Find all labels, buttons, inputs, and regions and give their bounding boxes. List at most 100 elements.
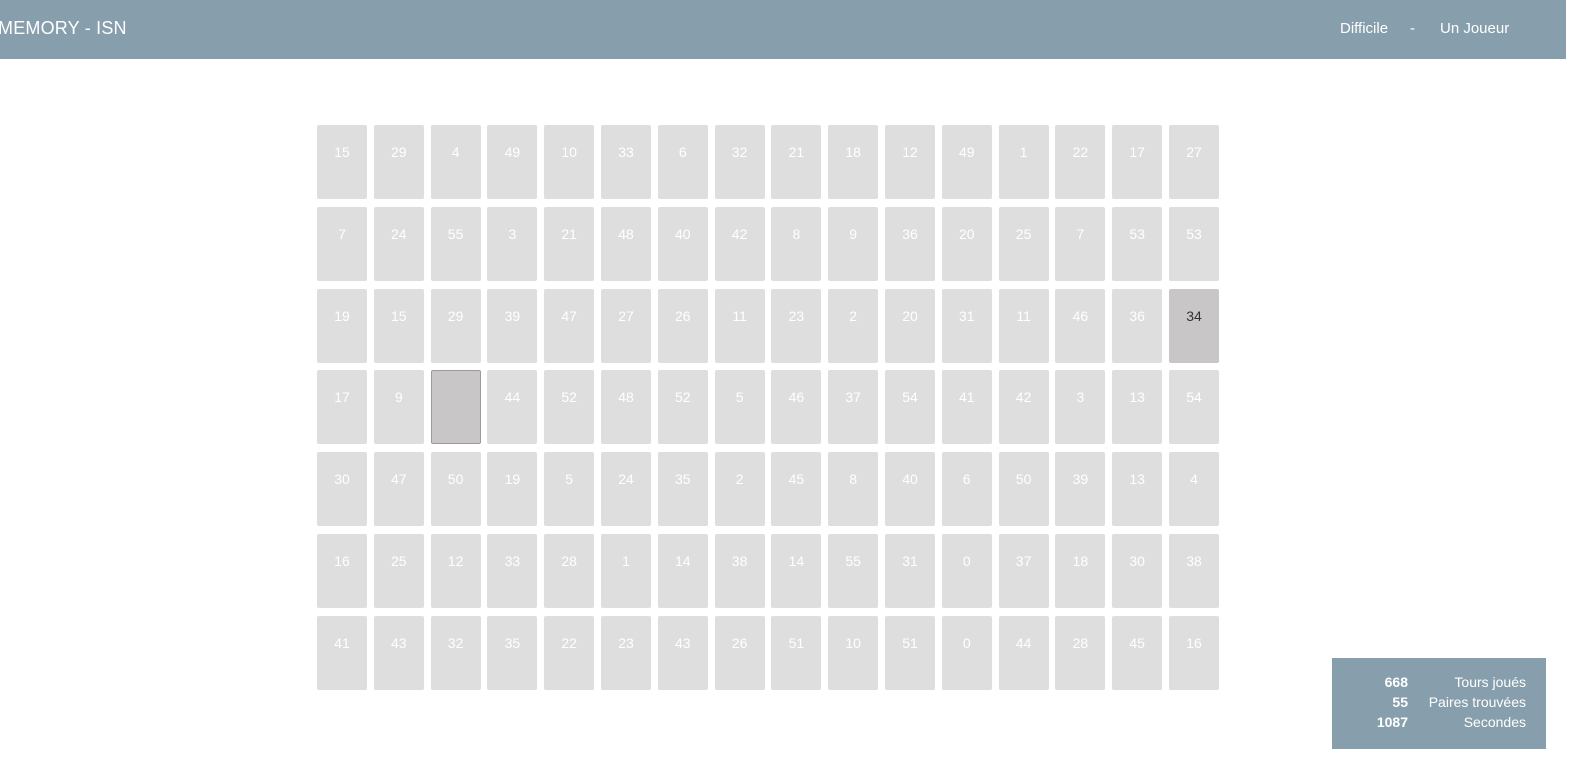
memory-card[interactable]: 16	[317, 534, 367, 608]
memory-card[interactable]	[430, 370, 481, 445]
memory-card[interactable]: 3	[487, 206, 538, 281]
memory-card[interactable]: 22	[1055, 125, 1106, 199]
memory-card[interactable]: 1	[998, 125, 1049, 199]
memory-card[interactable]: 6	[657, 125, 708, 199]
memory-card[interactable]: 46	[771, 370, 822, 445]
memory-card[interactable]: 54	[1169, 370, 1219, 445]
memory-card[interactable]: 21	[544, 206, 595, 281]
memory-card[interactable]: 28	[1055, 615, 1106, 690]
memory-card[interactable]: 24	[373, 206, 424, 281]
memory-card[interactable]: 50	[430, 452, 481, 527]
memory-card[interactable]: 42	[714, 206, 765, 281]
memory-card[interactable]: 23	[601, 615, 651, 690]
memory-card[interactable]: 48	[601, 206, 651, 281]
memory-card[interactable]: 13	[1112, 452, 1163, 527]
memory-card[interactable]: 26	[657, 288, 708, 363]
memory-card[interactable]: 29	[373, 125, 424, 199]
memory-card[interactable]: 43	[657, 615, 708, 690]
memory-card[interactable]: 25	[998, 206, 1049, 281]
memory-card[interactable]: 12	[430, 534, 481, 608]
memory-card[interactable]: 43	[373, 615, 424, 690]
memory-card[interactable]: 17	[317, 370, 367, 445]
memory-card[interactable]: 45	[771, 452, 822, 527]
memory-card[interactable]: 49	[487, 125, 538, 199]
memory-card[interactable]: 8	[828, 452, 879, 527]
memory-card[interactable]: 11	[714, 288, 765, 363]
memory-card[interactable]: 31	[941, 288, 992, 363]
memory-card[interactable]: 9	[828, 206, 879, 281]
memory-card[interactable]: 18	[1055, 534, 1106, 608]
memory-card[interactable]: 50	[998, 452, 1049, 527]
memory-card[interactable]: 40	[885, 452, 935, 527]
memory-card[interactable]: 35	[657, 452, 708, 527]
memory-card[interactable]: 19	[487, 452, 538, 527]
memory-card[interactable]: 14	[657, 534, 708, 608]
memory-card[interactable]: 27	[601, 288, 651, 363]
memory-card[interactable]: 8	[771, 206, 822, 281]
memory-card[interactable]: 2	[828, 288, 879, 363]
memory-card[interactable]: 7	[1055, 206, 1106, 281]
memory-card[interactable]: 11	[998, 288, 1049, 363]
memory-card[interactable]: 55	[430, 206, 481, 281]
memory-card[interactable]: 24	[601, 452, 651, 527]
memory-card[interactable]: 4	[1169, 452, 1219, 527]
memory-card[interactable]: 0	[941, 534, 992, 608]
memory-card[interactable]: 6	[941, 452, 992, 527]
memory-card[interactable]: 22	[544, 615, 595, 690]
memory-card[interactable]: 3	[1055, 370, 1106, 445]
memory-card[interactable]: 9	[373, 370, 424, 445]
memory-card[interactable]: 54	[885, 370, 935, 445]
memory-card[interactable]: 32	[714, 125, 765, 199]
memory-card[interactable]: 34	[1169, 288, 1219, 363]
memory-card[interactable]: 49	[941, 125, 992, 199]
memory-card[interactable]: 44	[998, 615, 1049, 690]
memory-card[interactable]: 26	[714, 615, 765, 690]
memory-card[interactable]: 38	[714, 534, 765, 608]
memory-card[interactable]: 55	[828, 534, 879, 608]
memory-card[interactable]: 20	[941, 206, 992, 281]
memory-card[interactable]: 15	[373, 288, 424, 363]
memory-card[interactable]: 33	[601, 125, 651, 199]
memory-card[interactable]: 31	[885, 534, 935, 608]
memory-card[interactable]: 14	[771, 534, 822, 608]
player-mode-link[interactable]: Un Joueur	[1440, 20, 1510, 37]
memory-card[interactable]: 12	[885, 125, 935, 199]
memory-card[interactable]: 53	[1169, 206, 1219, 281]
memory-card[interactable]: 10	[544, 125, 595, 199]
memory-card[interactable]: 37	[998, 534, 1049, 608]
memory-card[interactable]: 47	[544, 288, 595, 363]
memory-card[interactable]: 46	[1055, 288, 1106, 363]
memory-card[interactable]: 18	[828, 125, 879, 199]
memory-card[interactable]: 38	[1169, 534, 1219, 608]
memory-card[interactable]: 41	[317, 615, 367, 690]
memory-card[interactable]: 47	[373, 452, 424, 527]
memory-card[interactable]: 35	[487, 615, 538, 690]
memory-card[interactable]: 5	[714, 370, 765, 445]
memory-card[interactable]: 4	[430, 125, 481, 199]
memory-card[interactable]: 41	[941, 370, 992, 445]
memory-card[interactable]: 21	[771, 125, 822, 199]
memory-card[interactable]: 52	[657, 370, 708, 445]
memory-card[interactable]: 1	[601, 534, 651, 608]
memory-card[interactable]: 2	[714, 452, 765, 527]
memory-card[interactable]: 51	[885, 615, 935, 690]
memory-card[interactable]: 28	[544, 534, 595, 608]
memory-card[interactable]: 30	[1112, 534, 1163, 608]
memory-card[interactable]: 0	[941, 615, 992, 690]
memory-card[interactable]: 17	[1112, 125, 1163, 199]
memory-card[interactable]: 20	[885, 288, 935, 363]
memory-card[interactable]: 10	[828, 615, 879, 690]
memory-card[interactable]: 37	[828, 370, 879, 445]
memory-card[interactable]: 39	[487, 288, 538, 363]
memory-card[interactable]: 32	[430, 615, 481, 690]
memory-card[interactable]: 7	[317, 206, 367, 281]
memory-card[interactable]: 39	[1055, 452, 1106, 527]
memory-card[interactable]: 30	[317, 452, 367, 527]
memory-card[interactable]: 51	[771, 615, 822, 690]
memory-card[interactable]: 15	[317, 125, 367, 199]
memory-card[interactable]: 25	[373, 534, 424, 608]
memory-card[interactable]: 23	[771, 288, 822, 363]
memory-card[interactable]: 27	[1169, 125, 1219, 199]
memory-card[interactable]: 36	[1112, 288, 1163, 363]
memory-card[interactable]: 33	[487, 534, 538, 608]
